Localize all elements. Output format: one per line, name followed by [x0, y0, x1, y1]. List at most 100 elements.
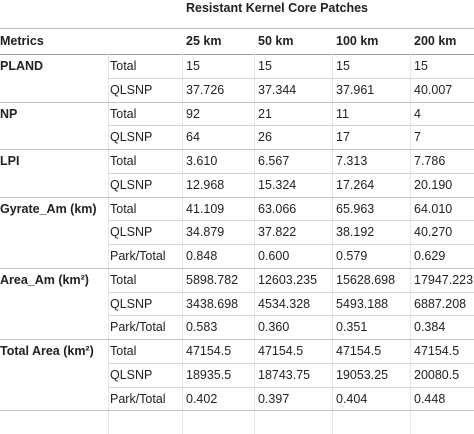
cell: 6.567: [258, 154, 290, 168]
cell: 40.270: [414, 225, 453, 240]
metric-label: Area_Am (km²): [0, 272, 89, 287]
cell: 18935.5: [186, 367, 232, 382]
row-label: QLSNP: [110, 296, 153, 311]
cell: 0.848: [186, 249, 218, 263]
rule: [108, 362, 474, 364]
cell: 5493.188: [336, 296, 389, 311]
cell: 19053.25: [336, 367, 389, 382]
cell: 0.351: [336, 320, 368, 335]
cell: 12.968: [186, 177, 225, 192]
rule: [108, 291, 474, 293]
rule: [0, 267, 474, 269]
cell: 21: [258, 106, 272, 121]
cell: 47154.5: [186, 344, 232, 358]
row-label: Total: [110, 272, 137, 287]
row-label: QLSNP: [110, 130, 153, 145]
cell: 47154.5: [258, 344, 304, 358]
column-header: 25 km: [186, 34, 222, 48]
cell: 37.726: [186, 82, 225, 97]
cell: 0.579: [336, 249, 368, 263]
cell: 0.629: [414, 249, 446, 263]
metric-label: PLAND: [0, 59, 44, 73]
cell: 15: [414, 59, 428, 73]
cell: 47154.5: [414, 344, 460, 358]
cell: 7.313: [336, 154, 368, 168]
cell: 17947.223: [414, 272, 474, 287]
cell: 0.404: [336, 391, 368, 406]
cell: 0.397: [258, 391, 290, 406]
metric-label: Total Area (km²): [0, 344, 94, 358]
cell: 15628.698: [336, 272, 396, 287]
row-label: QLSNP: [110, 225, 153, 240]
rule: [0, 101, 474, 103]
rule: [0, 54, 474, 55]
rule: [0, 149, 474, 150]
metric-label: Gyrate_Am (km): [0, 201, 97, 216]
column-header: 50 km: [258, 34, 294, 48]
rule: [0, 410, 474, 412]
cell: 64: [186, 130, 200, 145]
cell: 4534.328: [258, 296, 311, 311]
table-title: Resistant Kernel Core Patches: [186, 1, 369, 15]
cell: 34.879: [186, 225, 225, 240]
cell: 15: [336, 59, 350, 73]
cell: 12603.235: [258, 272, 318, 287]
column-header: 100 km: [336, 34, 379, 48]
rule: [0, 28, 474, 29]
cell: 37.822: [258, 225, 297, 240]
cell: 6887.208: [414, 296, 467, 311]
row-label: QLSNP: [110, 367, 153, 382]
rule: [108, 77, 474, 79]
cell: 15.324: [258, 177, 297, 192]
cell: 37.961: [336, 82, 375, 97]
row-label: QLSNP: [110, 177, 153, 192]
cell: 47154.5: [336, 344, 382, 358]
cell: 64.010: [414, 201, 453, 216]
row-label: QLSNP: [110, 82, 153, 97]
cell: 17.264: [336, 177, 375, 192]
cell: 3438.698: [186, 296, 239, 311]
row-label: Total: [110, 106, 137, 121]
cell: 92: [186, 106, 200, 121]
cell: 11: [336, 106, 349, 121]
cell: 40.007: [414, 82, 453, 97]
cell: 20080.5: [414, 367, 460, 382]
cell: 18743.75: [258, 367, 311, 382]
row-label: Total: [110, 344, 137, 358]
rule: [108, 315, 474, 317]
cell: 38.192: [336, 225, 375, 240]
cell: 41.109: [186, 201, 225, 216]
cell: 65.963: [336, 201, 375, 216]
row-label: Park/Total: [110, 249, 166, 263]
row-label: Total: [110, 201, 137, 216]
rule: [108, 244, 474, 245]
cell: 3.610: [186, 154, 218, 168]
row-label: Total: [110, 154, 137, 168]
cell: 0.583: [186, 320, 218, 335]
cell: 15: [258, 59, 272, 73]
cell: 20.190: [414, 177, 453, 192]
cell: 4: [414, 106, 421, 121]
rule: [108, 220, 474, 222]
rule: [108, 386, 474, 388]
cell: 0.360: [258, 320, 290, 335]
column-header: Metrics: [0, 34, 44, 48]
row-label: Total: [110, 59, 137, 73]
rule: [0, 339, 474, 340]
cell: 17: [336, 130, 350, 145]
cell: 0.600: [258, 249, 290, 263]
cell: 15: [186, 59, 200, 73]
cell: 7: [414, 130, 421, 145]
rule: [0, 196, 474, 198]
metric-label: NP: [0, 106, 18, 121]
cell: 5898.782: [186, 272, 239, 287]
row-label: Park/Total: [110, 320, 166, 335]
metric-label: LPI: [0, 154, 20, 168]
row-label: Park/Total: [110, 391, 166, 406]
cell: 0.402: [186, 391, 218, 406]
cell: 37.344: [258, 82, 297, 97]
cell: 26: [258, 130, 272, 145]
cell: 0.384: [414, 320, 446, 335]
rule: [108, 172, 474, 174]
